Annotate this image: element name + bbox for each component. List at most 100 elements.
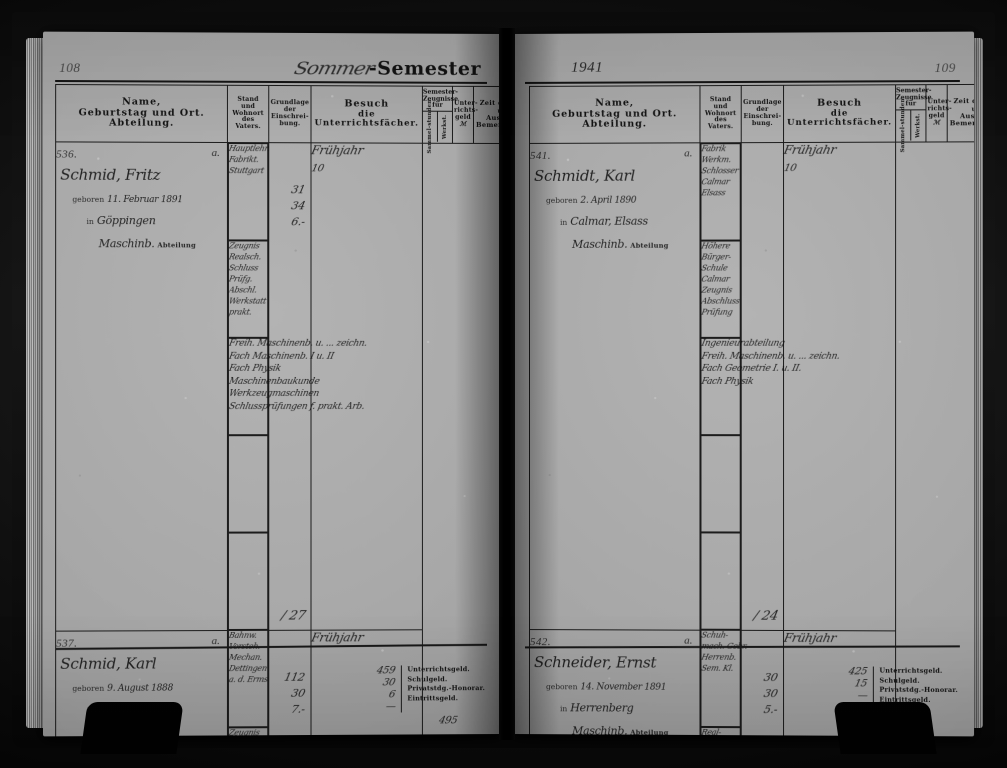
col-header-cert-sub-2: Werkst.	[441, 114, 448, 140]
total-label: Privatstdg.-Honorar.	[407, 684, 485, 693]
col-header-cert-sub-1: Sammel-stunden	[422, 100, 438, 154]
col-header-basis: Grundlage der Einschrei- bung.	[741, 85, 784, 143]
cell-subjects[interactable]: Freih. Maschinenb. u. ... zeichn. Fach Ma…	[228, 337, 368, 436]
col-header-name: Name, Geburtstag und Ort. Abteilung.	[55, 84, 228, 143]
abteilung-label: Abteilung	[157, 241, 196, 250]
cell-subjects[interactable]: Ingenieurabteilung Freih. Maschinenb. u. …	[700, 337, 841, 436]
total-label: Schulgeld.	[879, 676, 920, 685]
semester-printed-label: -Semester	[368, 57, 481, 80]
fee-amounts: 30 30 5.-	[762, 670, 779, 716]
cell-name-birth-department[interactable]: 541. a. Schmidt, Karl geboren 2. April 1890 i…	[529, 142, 700, 630]
totals-values-left: 459 30 6—	[375, 665, 402, 713]
totals-labels-right: Unterrichtsgeld. Schulgeld. Privatstdg.-Ho…	[879, 667, 957, 705]
page-left: 108 Sommer -Semester	[42, 31, 501, 737]
birth-place-line: in Calmar, Elsass	[560, 214, 648, 228]
register-table-right: Name, Geburtstag und Ort. Abteilung. Sta…	[529, 84, 975, 737]
book-clamp-left	[80, 702, 184, 754]
fee-amounts: 112 30 7.-	[282, 670, 306, 716]
department-line: Maschinb. Abteilung	[572, 237, 669, 251]
section-letter: a.	[684, 147, 693, 160]
totals-labels-left: Unterrichtsgeld. Schulgeld. Privatstdg.-Ho…	[407, 665, 485, 703]
fee-subtotal: / 24	[752, 608, 780, 624]
cell-certificate-sammelstunden[interactable]	[700, 435, 741, 533]
book-clamp-right	[833, 702, 937, 754]
table-header-row: Name, Geburtstag und Ort. Abteilung. Sta…	[529, 84, 975, 153]
semester-heading: Sommer -Semester	[292, 57, 481, 80]
born-label: geboren	[546, 195, 578, 205]
total-value: 459	[375, 665, 397, 677]
cell-tuition-fee[interactable]: / 24	[741, 142, 784, 630]
section-letter: a.	[211, 634, 220, 647]
cell-notes[interactable]: Frühjahr 10	[783, 142, 896, 631]
table-row[interactable]: 536. a. Schmid, Fritz geboren 11. Februar 18…	[55, 141, 501, 631]
col-header-certificates: Semester-Zeugnisse für Sammel-stunden We…	[895, 84, 932, 153]
col-header-subjects: Besuch die Unterrichtsfächer.	[783, 84, 896, 143]
cell-father[interactable]: Fabrik Werkm. Schlosser Calmar Elsass	[700, 143, 741, 241]
register-table-left: Name, Geburtstag und Ort. Abteilung. Sta…	[55, 84, 501, 737]
total-label: Schulgeld.	[407, 674, 448, 684]
student-name: Schmid, Fritz	[60, 165, 161, 184]
col-header-cert-sub-2: Werkst.	[915, 113, 922, 138]
in-label: in	[86, 216, 94, 227]
born-label: geboren	[546, 681, 578, 691]
birth-line: geboren 9. August 1888	[72, 682, 174, 694]
total-value: —	[384, 701, 397, 713]
cell-name-birth-department[interactable]: 536. a. Schmid, Fritz geboren 11. Februar 18…	[55, 141, 228, 631]
cell-father[interactable]: Hauptlehr. Fabrikt. Stuttgart	[227, 143, 270, 241]
folio-number-right: 109	[934, 59, 956, 76]
col-header-name: Name, Geburtstag und Ort. Abteilung.	[529, 85, 700, 144]
cell-enrollment-basis[interactable]: Real-schuleHerren-bergZeugnis	[700, 726, 741, 737]
total-value: 30	[382, 677, 397, 689]
birth-line: geboren 14. November 1891	[546, 681, 667, 693]
total-label: Unterrichtsgeld.	[407, 665, 470, 674]
cell-enrollment-basis[interactable]: Zeugnis Realsch. Schluss Prüfg. Abschl. Werks…	[227, 240, 269, 338]
abteilung-label: Abteilung	[630, 241, 669, 250]
col-header-father: Stand und Wohnort des Vaters.	[699, 85, 742, 143]
section-letter: a.	[211, 146, 220, 160]
semester-season-handwritten: Sommer	[291, 59, 376, 80]
totals-rule-right	[524, 644, 960, 648]
birth-line: geboren 2. April 1890	[546, 195, 637, 206]
cell-enrollment-basis[interactable]: ZeugnisOberreal-schuleReutlingen	[227, 727, 269, 737]
birth-place-line: in Herrenberg	[560, 700, 634, 715]
total-label: Privatstdg.-Honorar.	[879, 685, 958, 695]
grand-total-left: 495	[437, 715, 459, 727]
page-right: 109 1941	[513, 31, 975, 737]
student-name: Schneider, Ernst	[534, 652, 657, 672]
table-row[interactable]: 541. a. Schmidt, Karl geboren 2. April 1890 i…	[529, 142, 975, 631]
student-name: Schmid, Karl	[60, 653, 157, 673]
row-number: 541.	[530, 149, 551, 162]
totals-block-left: 459 30 6— Unterrichtsgeld. Schulgeld. Privat…	[375, 665, 485, 713]
book-spine	[499, 28, 515, 740]
birth-line: geboren 11. Februar 1891	[72, 194, 183, 206]
cell-certificate-sammelstunden[interactable]	[227, 435, 269, 533]
total-label: Eintrittsgeld.	[407, 694, 459, 703]
col-header-notes: Zeit des Ein- und Austritts. Bemerkungen…	[473, 86, 501, 144]
col-header-basis: Grundlage der Einschrei- bung.	[268, 85, 312, 143]
col-header-cert-sub-1: Sammel-stunden	[896, 99, 912, 153]
department-line: Maschinb. Abteilung	[98, 237, 196, 251]
semester-year: 1941	[571, 59, 604, 76]
total-value: —	[856, 690, 869, 702]
total-value: 15	[853, 678, 869, 690]
cell-certificate-werkstatt[interactable]	[700, 532, 741, 630]
row-number: 536.	[56, 148, 78, 161]
table-header-row: Name, Geburtstag und Ort. Abteilung. Sta…	[55, 84, 501, 154]
col-header-certificates: Semester-Zeugnisse für Sammel-stunden We…	[422, 86, 458, 154]
section-letter: a.	[684, 634, 693, 647]
fee-subtotal: / 27	[279, 608, 307, 624]
cell-notes[interactable]: Frühjahr 10	[310, 142, 423, 630]
fee-amounts: 31 34 6.-	[289, 183, 306, 229]
cell-tuition-fee[interactable]: 31 34 6.- / 27	[268, 142, 312, 630]
cell-father[interactable]: Schuh-mach. Gebr.Herrenb.Sem. Kl.	[700, 629, 748, 728]
in-label: in	[560, 217, 568, 227]
open-book: 108 Sommer -Semester	[10, 12, 997, 754]
total-label: Unterrichtsgeld.	[879, 666, 943, 675]
folio-number-left: 108	[59, 59, 81, 76]
total-value: 425	[847, 666, 869, 678]
cell-certificate-werkstatt[interactable]	[227, 532, 269, 631]
cell-enrollment-basis[interactable]: Höhere Bürger- Schule Calmar Zeugnis Abschlus…	[700, 240, 741, 338]
student-name: Schmidt, Karl	[534, 166, 635, 185]
